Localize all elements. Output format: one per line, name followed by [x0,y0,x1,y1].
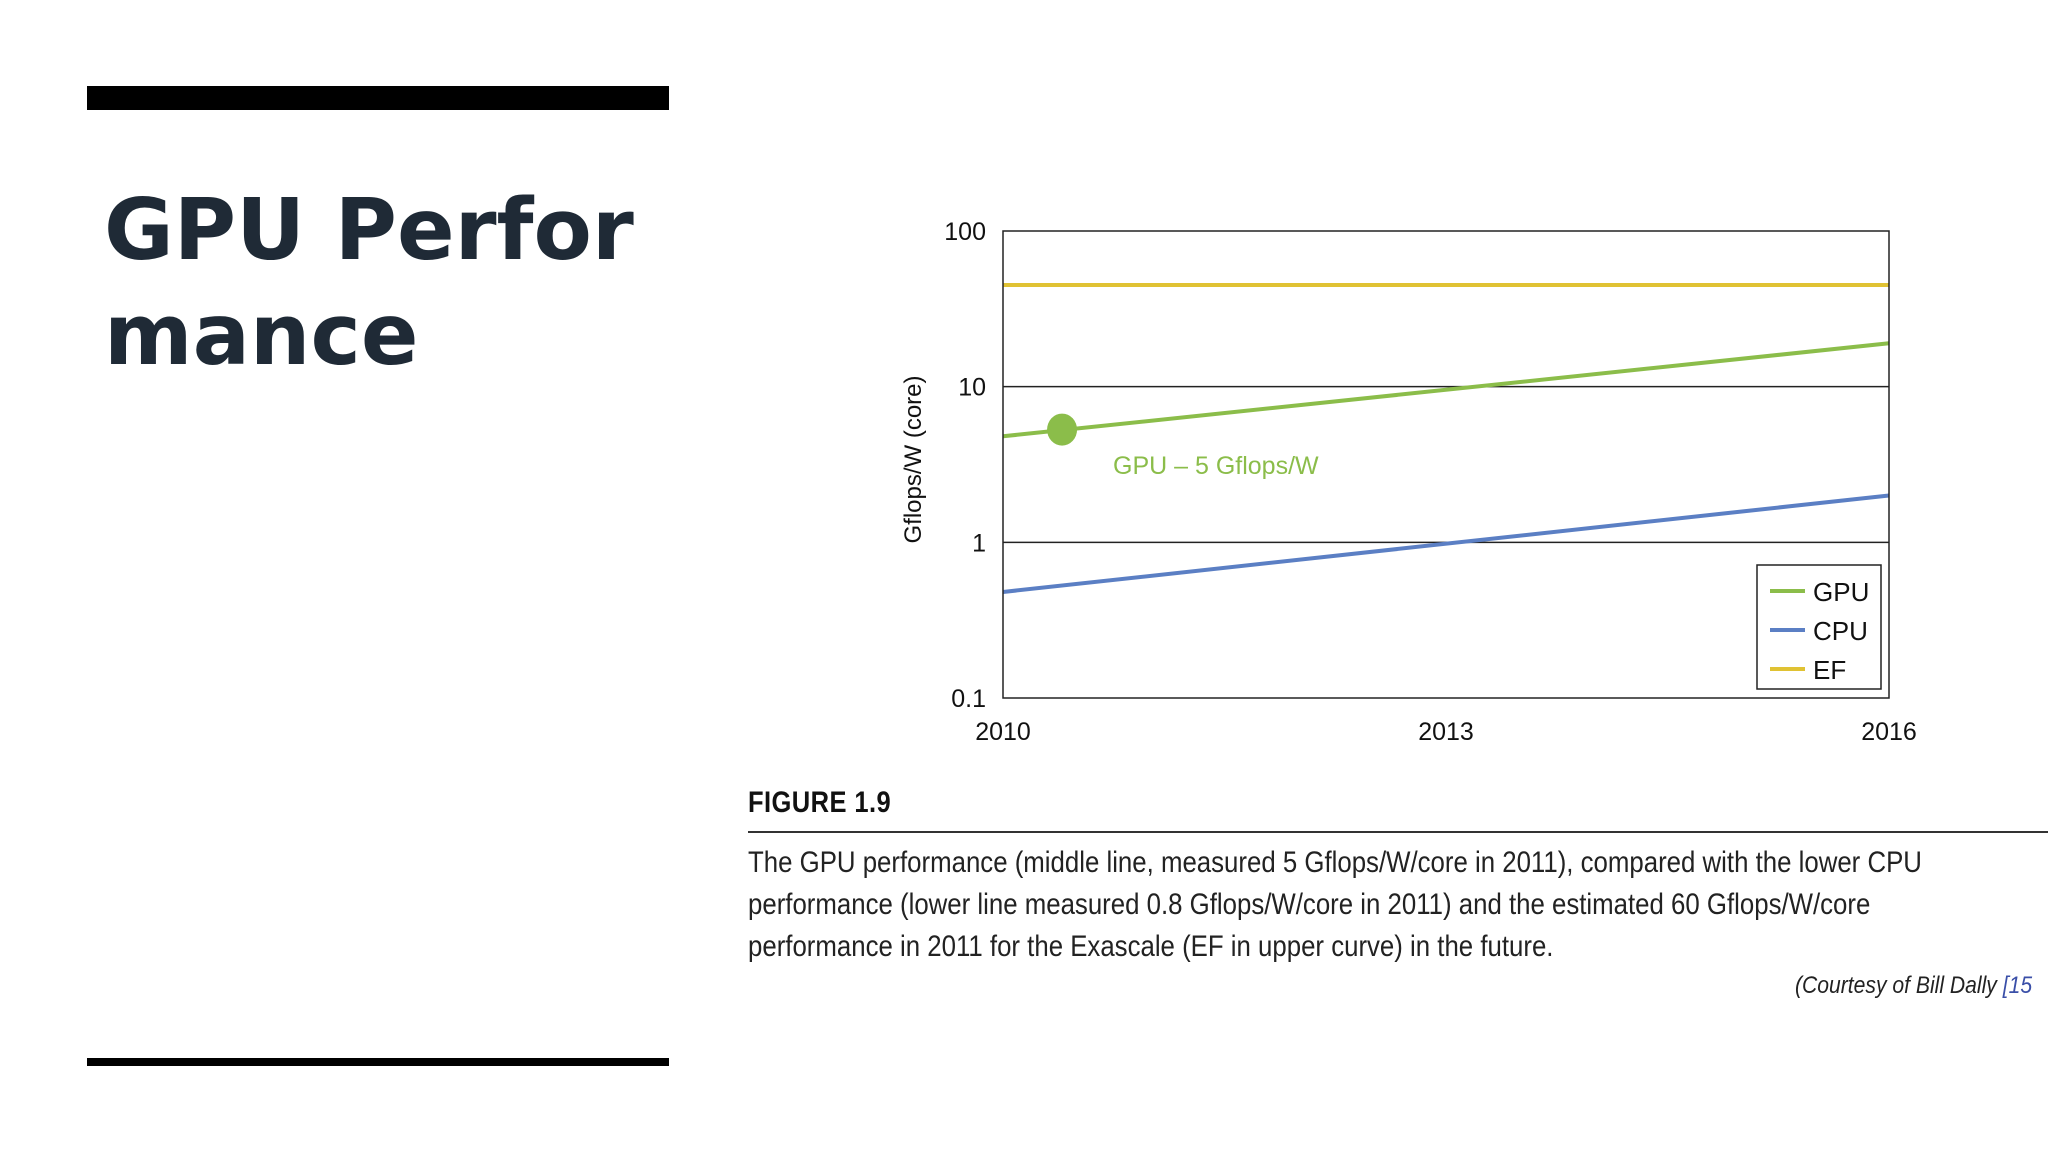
figure-rule [748,831,2048,833]
plot-frame [1002,230,1890,699]
legend-label: CPU [1813,616,1868,646]
courtesy-text: (Courtesy of Bill Dally [1795,972,2003,999]
series-line-gpu [1002,341,1890,439]
caption-line: performance (lower line measured 0.8 Gfl… [748,888,1871,921]
courtesy-note: (Courtesy of Bill Dally [15 [1795,972,2032,1000]
annotation-dot [1047,413,1078,446]
x-tick-label: 2010 [975,718,1031,746]
y-axis-label: Gflops/W (core) [900,375,927,543]
slide-title: GPU Performance [104,181,634,385]
y-tick-label: 0.1 [951,685,986,713]
series-line-cpu [1002,493,1890,594]
caption-line: The GPU performance (middle line, measur… [748,846,1922,879]
y-tick-label: 100 [944,218,986,246]
caption-line: performance in 2011 for the Exascale (EF… [748,930,1554,963]
x-tick-label: 2016 [1861,718,1917,746]
figure-caption: The GPU performance (middle line, measur… [748,842,2038,968]
reference-link[interactable]: [15 [2002,972,2033,999]
legend-label: EF [1813,655,1846,685]
y-tick-label: 1 [972,529,986,557]
title-top-bar [87,86,669,110]
figure-label: FIGURE 1.9 [748,786,892,819]
legend-label: GPU [1813,577,1869,607]
x-tick-label: 2013 [1418,718,1474,746]
title-bottom-bar [87,1058,669,1066]
y-tick-label: 10 [958,374,986,402]
annotation-label: GPU – 5 Gflops/W [1113,452,1319,480]
